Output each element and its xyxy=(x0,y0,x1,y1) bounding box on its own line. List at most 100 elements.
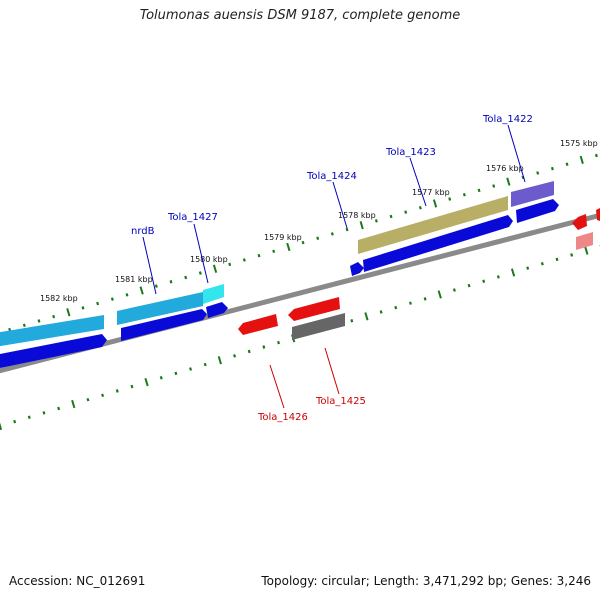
minor-tick xyxy=(423,297,427,301)
gene-feature-partial-red[interactable] xyxy=(572,214,587,230)
label-connector xyxy=(332,181,348,229)
minor-tick xyxy=(262,345,266,349)
minor-tick xyxy=(257,253,261,258)
cds-arrow[interactable] xyxy=(0,334,107,369)
cds-arrow[interactable] xyxy=(121,309,207,341)
major-tick xyxy=(506,177,511,186)
minor-tick xyxy=(174,371,178,376)
minor-tick xyxy=(394,305,398,310)
minor-tick xyxy=(379,310,383,314)
minor-tick xyxy=(374,219,378,223)
minor-tick xyxy=(101,393,105,398)
major-tick xyxy=(584,246,589,255)
minor-tick xyxy=(316,236,320,240)
minor-tick xyxy=(496,275,500,279)
outer-tick-track xyxy=(8,153,598,332)
minor-tick xyxy=(81,306,85,310)
minor-tick xyxy=(555,257,559,262)
forward-labels: nrdB Tola_1427 Tola_1424 Tola_1423 Tola_… xyxy=(131,114,533,237)
forward-label-connectors xyxy=(142,124,526,295)
minor-tick xyxy=(536,171,540,175)
minor-tick xyxy=(448,197,452,201)
minor-tick xyxy=(86,397,90,402)
gene-label-tola-1426[interactable]: Tola_1426 xyxy=(257,412,308,423)
minor-tick xyxy=(184,275,188,280)
minor-tick xyxy=(228,262,232,267)
minor-tick xyxy=(404,210,408,214)
gene-label-tola-1427[interactable]: Tola_1427 xyxy=(167,212,218,223)
cds-arrow[interactable] xyxy=(516,199,559,223)
major-tick xyxy=(144,378,149,387)
genome-summary-text: Topology: circular; Length: 3,471,292 bp… xyxy=(261,574,591,588)
minor-tick xyxy=(42,411,46,415)
gene-feature-nrdB[interactable] xyxy=(117,292,203,325)
gene-feature-tola-1425[interactable] xyxy=(292,313,345,340)
minor-tick xyxy=(540,261,544,266)
major-tick xyxy=(139,286,144,295)
cds-arrow[interactable] xyxy=(363,215,513,272)
kbp-label-group: 1582 kbp 1581 kbp 1580 kbp 1579 kbp 1578… xyxy=(40,139,598,303)
accession-text: Accession: NC_012691 xyxy=(9,574,146,588)
gene-feature-tola-1425-red[interactable] xyxy=(288,297,340,321)
minor-tick xyxy=(96,301,100,306)
major-tick xyxy=(71,399,76,409)
kbp-label: 1575 kbp xyxy=(560,139,598,148)
minor-tick xyxy=(159,375,163,380)
major-tick xyxy=(66,308,71,317)
cds-arrow[interactable] xyxy=(206,302,228,318)
label-connector xyxy=(269,364,285,409)
cds-arrow[interactable] xyxy=(350,262,364,276)
minor-tick xyxy=(330,232,334,236)
minor-tick xyxy=(247,349,251,354)
major-tick xyxy=(217,356,222,365)
minor-tick xyxy=(570,253,574,257)
major-tick xyxy=(432,199,438,208)
gene-label-tola-1422[interactable]: Tola_1422 xyxy=(482,114,533,125)
major-tick xyxy=(579,155,584,164)
gene-feature-partial-red-edge[interactable] xyxy=(596,208,600,221)
inner-tick-track xyxy=(0,244,600,431)
gene-feature-partial-pink[interactable] xyxy=(576,232,593,250)
minor-tick xyxy=(52,314,56,319)
minor-tick xyxy=(492,184,496,188)
major-tick xyxy=(437,290,442,299)
gene-label-nrdB[interactable]: nrdB xyxy=(131,226,155,237)
minor-tick xyxy=(115,389,119,393)
minor-tick xyxy=(452,288,456,292)
label-connector xyxy=(507,124,526,183)
gene-label-tola-1424[interactable]: Tola_1424 xyxy=(306,171,357,182)
major-tick xyxy=(364,312,369,321)
gene-label-tola-1423[interactable]: Tola_1423 xyxy=(385,147,436,158)
minor-tick xyxy=(408,301,412,305)
gene-feature-tola-1427[interactable] xyxy=(203,284,224,304)
minor-tick xyxy=(154,284,158,288)
reverse-gene-track xyxy=(238,208,600,340)
minor-tick xyxy=(277,340,280,345)
major-tick xyxy=(359,221,364,230)
label-connector xyxy=(409,157,427,207)
minor-tick xyxy=(521,175,525,180)
minor-tick xyxy=(301,240,305,245)
minor-tick xyxy=(169,280,173,284)
label-connector xyxy=(193,223,209,284)
minor-tick xyxy=(462,192,466,197)
minor-tick xyxy=(22,323,26,328)
minor-tick xyxy=(110,297,114,301)
kbp-label: 1578 kbp xyxy=(338,211,376,220)
kbp-label: 1579 kbp xyxy=(264,233,302,242)
reverse-labels: Tola_1426 Tola_1425 xyxy=(257,396,366,423)
minor-tick xyxy=(130,384,134,389)
gene-feature-tola-1423[interactable] xyxy=(358,196,508,254)
minor-tick xyxy=(198,271,202,275)
gene-feature-nrdB-region[interactable] xyxy=(0,315,104,347)
minor-tick xyxy=(482,279,486,283)
forward-gene-track xyxy=(0,181,554,347)
gene-label-tola-1425[interactable]: Tola_1425 xyxy=(315,396,366,407)
gene-feature-tola-1426[interactable] xyxy=(238,314,278,335)
minor-tick xyxy=(477,188,481,193)
label-connector xyxy=(142,236,157,295)
minor-tick xyxy=(550,166,554,171)
minor-tick xyxy=(345,227,349,232)
gene-feature-tola-1422[interactable] xyxy=(511,181,554,207)
reverse-label-connectors xyxy=(269,347,340,409)
